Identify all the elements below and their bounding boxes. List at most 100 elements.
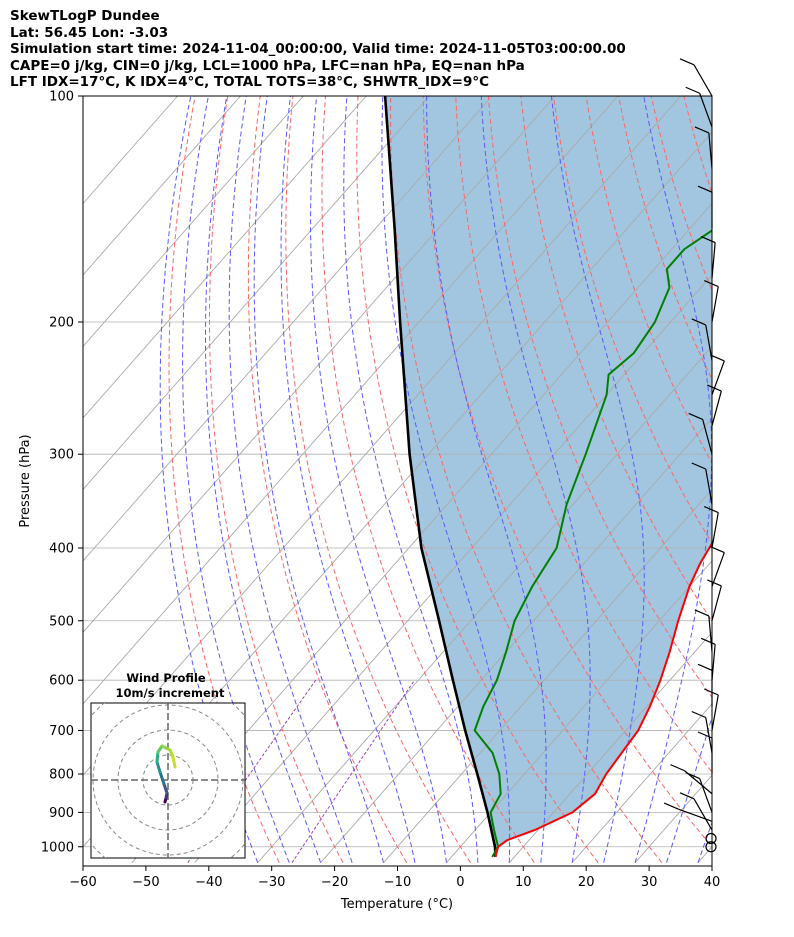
wind-barb <box>677 808 713 822</box>
moist-adiabat-line <box>634 96 712 863</box>
inset-title: Wind Profile <box>126 671 206 685</box>
isotherm-line <box>508 631 712 863</box>
chart-title: SkewTLogP Dundee <box>10 8 160 24</box>
x-tick-label: 0 <box>456 875 464 890</box>
dry-adiabat-line <box>389 96 663 864</box>
calm-wind-circle <box>705 832 717 845</box>
isotherm-line <box>83 96 556 634</box>
y-tick-label: 900 <box>49 806 74 821</box>
y-tick-label: 200 <box>49 316 74 331</box>
x-tick-label: 40 <box>704 875 721 890</box>
x-tick-label: −10 <box>384 875 411 890</box>
moist-adiabat-line <box>205 96 322 863</box>
wind-barb <box>708 615 713 652</box>
wind-barb-flag <box>707 579 722 587</box>
wind-barb <box>711 694 719 731</box>
cape-line: CAPE=0 j/kg, CIN=0 j/kg, LCL=1000 hPa, L… <box>10 57 525 74</box>
wind-barb <box>711 585 722 621</box>
wind-barb-flag <box>691 462 706 470</box>
y-tick-label: 600 <box>49 674 74 689</box>
dry-adiabat-line <box>520 96 712 622</box>
dewpoint-line <box>473 229 712 858</box>
dry-adiabat-line <box>247 96 408 863</box>
dry-adiabat-line <box>356 96 599 863</box>
y-tick-label: 400 <box>49 542 74 557</box>
x-tick-label: −60 <box>69 875 96 890</box>
hodograph-segment <box>171 755 177 769</box>
wind-barb <box>711 360 725 395</box>
wind-barbs <box>663 58 725 853</box>
wind-barb <box>699 778 713 813</box>
hodograph-segment <box>158 770 166 786</box>
wind-barb-flag <box>670 764 685 772</box>
isotherm-line <box>83 96 619 705</box>
indices-line: LFT IDX=17°C, K IDX=4°C, TOTAL TOTS=38°C… <box>10 74 490 90</box>
wind-barb <box>693 798 713 831</box>
y-tick-label: 1000 <box>41 840 74 855</box>
temperature-line <box>494 541 712 858</box>
moist-adiabat-line <box>182 96 290 863</box>
y-tick-label: 500 <box>49 614 74 629</box>
wind-profile-inset: Wind Profile 10m/s increment <box>90 671 246 859</box>
x-axis-label: Temperature (°C) <box>340 897 453 912</box>
y-tick-label: 800 <box>49 768 74 783</box>
wind-barb <box>711 512 719 549</box>
isotherm-line <box>446 560 712 863</box>
chart-header: SkewTLogP Dundee Lat: 56.45 Lon: -3.03 S… <box>10 8 626 91</box>
y-tick-label: 300 <box>49 448 74 463</box>
x-tick-label: −40 <box>195 875 222 890</box>
moist-adiabat-line <box>280 96 416 863</box>
isotherm-line <box>83 96 493 562</box>
dry-adiabat-line <box>209 96 344 863</box>
dry-adiabat-line <box>782 96 794 863</box>
wind-barb-flag <box>679 58 695 66</box>
isotherm-line <box>194 274 712 863</box>
hodograph-segment <box>162 782 169 795</box>
moist-adiabat-line <box>480 96 591 863</box>
calm-wind-circle <box>705 841 717 853</box>
dry-adiabat-line <box>321 96 535 863</box>
wind-barb-flag <box>685 86 700 94</box>
wind-barb-flag <box>697 185 713 193</box>
wind-barb-flag <box>679 792 695 800</box>
wind-barb <box>702 419 713 455</box>
x-axis: −60 −50 −40 −30 −20 −10 0 10 20 30 40 <box>69 866 720 890</box>
hodograph-segment <box>155 750 160 764</box>
wind-barb <box>711 286 719 323</box>
cin-shaded-area <box>385 96 712 857</box>
y-axis-label: Pressure (hPa) <box>18 434 33 527</box>
moist-adiabat-line <box>310 96 447 863</box>
x-tick-label: −30 <box>258 875 285 890</box>
wind-barb <box>693 64 713 97</box>
wind-barb-flag <box>704 688 719 696</box>
x-tick-label: −20 <box>321 875 348 890</box>
isotherm-line <box>383 488 712 863</box>
wind-barb <box>684 770 713 795</box>
isotherm-line <box>320 417 712 863</box>
wind-barb-flag <box>691 710 706 719</box>
x-tick-label: 20 <box>578 875 595 890</box>
wind-barb-flag <box>691 318 706 326</box>
isotherm-line <box>83 96 241 276</box>
wind-barb <box>705 468 713 505</box>
wind-barb <box>699 93 713 128</box>
dry-adiabat-line <box>455 96 712 773</box>
wind-barb-flag <box>700 637 716 645</box>
location-line: Lat: 56.45 Lon: -3.03 <box>10 24 169 41</box>
time-line: Simulation start time: 2024-11-04_00:00:… <box>10 41 626 57</box>
isotherm-line <box>571 703 712 863</box>
wind-barb <box>705 717 713 754</box>
inset-subtitle: 10m/s increment <box>116 686 225 700</box>
dry-adiabat-line <box>487 96 712 698</box>
wind-barb <box>711 242 716 279</box>
wind-barb <box>711 390 722 426</box>
moist-adiabat-line <box>228 96 353 863</box>
wind-barb-flag <box>697 663 713 671</box>
dry-adiabat-line <box>749 96 794 863</box>
y-axis: 100 200 300 400 500 600 700 800 900 1000 <box>41 90 83 855</box>
dry-adiabat-line <box>553 96 712 545</box>
wind-barb-flag <box>710 354 725 362</box>
wind-barb-flag <box>704 279 719 288</box>
x-tick-label: −50 <box>132 875 159 890</box>
